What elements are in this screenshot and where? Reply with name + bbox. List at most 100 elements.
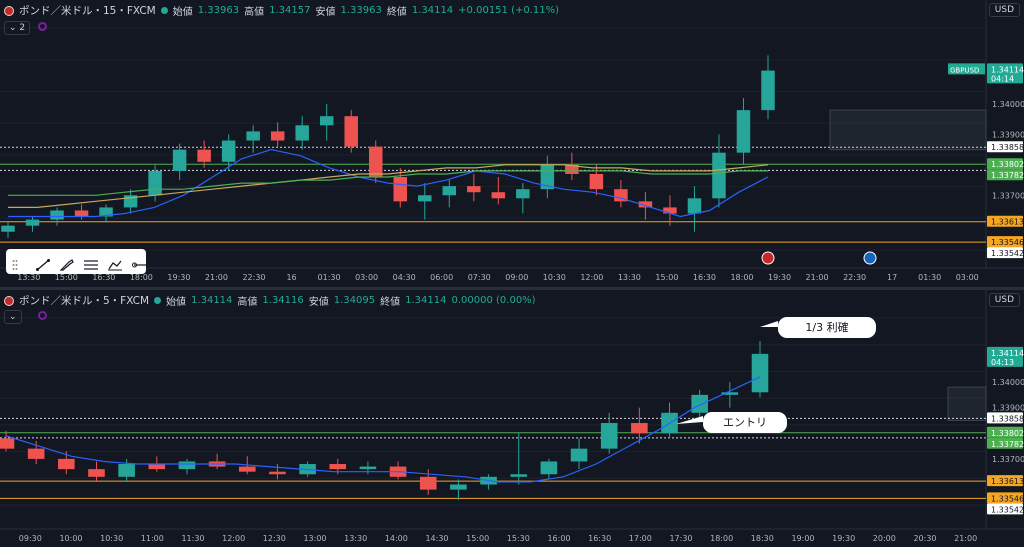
indicator-eye-icon[interactable]: [38, 22, 47, 31]
price-tag-value: 1.33546: [991, 238, 1024, 247]
price-tag: [987, 346, 1023, 367]
candle-body: [419, 476, 437, 490]
x-tick-label: 14:30: [425, 534, 448, 543]
x-tick-label: 06:00: [430, 273, 453, 282]
open-value: 1.33963: [197, 5, 240, 16]
candle-body: [50, 210, 64, 220]
trend-line-icon[interactable]: [36, 256, 50, 271]
callout-pointer: [676, 416, 703, 424]
candle-body: [721, 392, 739, 395]
gbp-flag-icon: [4, 5, 14, 16]
price-tag: [987, 215, 1023, 227]
price-tag-value: 1.33542: [991, 505, 1024, 514]
x-tick-label: 22:30: [843, 273, 866, 282]
price-tag-countdown: 04:13: [991, 358, 1014, 367]
x-tick-label: 07:30: [468, 273, 491, 282]
x-tick-label: 01:30: [318, 273, 341, 282]
take-profit-callout[interactable]: 1/3 利確: [778, 317, 876, 338]
candle-body: [74, 210, 89, 217]
close-label: 終値: [380, 297, 401, 308]
x-tick-label: 14:00: [385, 534, 408, 543]
candle-body: [238, 466, 256, 472]
symbol-label[interactable]: ポンド／米ドル・15・FXCM: [19, 5, 156, 17]
price-tag-value: 1.33858: [991, 414, 1024, 423]
candle-body: [178, 461, 196, 470]
event-flag-icon: [863, 251, 877, 265]
low-label: 安値: [315, 7, 336, 18]
low-value: 1.34095: [333, 295, 376, 306]
candle-body: [329, 464, 347, 470]
candle-body: [638, 201, 653, 208]
candle-body: [359, 466, 377, 470]
x-tick-label: 21:00: [205, 273, 228, 282]
low-label: 安値: [308, 297, 329, 308]
fib-icon[interactable]: [84, 256, 98, 270]
price-tag-value: 1.33542: [991, 249, 1024, 258]
candle-body: [58, 458, 75, 470]
candle-body: [148, 170, 162, 196]
price-tag-countdown: 04:14: [991, 74, 1014, 83]
candle-body: [270, 131, 285, 141]
x-tick-label: 16: [286, 273, 296, 282]
candle-body: [197, 149, 211, 162]
x-tick-label: 19:30: [832, 534, 855, 543]
candle-body: [516, 189, 530, 199]
currency-selector[interactable]: USD: [988, 293, 1020, 307]
collapse-indicators-button[interactable]: ⌄ 2: [4, 21, 31, 35]
panel-separator[interactable]: [0, 287, 1024, 290]
price-tag-value: 1.33613: [991, 477, 1024, 486]
candle-body: [221, 140, 236, 162]
indicator-count: 2: [19, 23, 26, 33]
chart-panel-15m[interactable]: 1.34000 1.33900 1.33700 1.34114 04:14 GBPUSD 1…: [0, 0, 1024, 287]
path-icon[interactable]: [108, 256, 122, 270]
market-status-icon: [154, 297, 162, 304]
chart-canvas-15m[interactable]: 1.340001.339001.337001.3411404:14GBPUSD1…: [0, 0, 1024, 287]
chart-canvas-5m[interactable]: 1.340001.339001.337001.3411404:131.33858…: [0, 290, 1024, 543]
candle-body: [418, 195, 432, 202]
candle-body: [319, 116, 334, 126]
candle-body: [491, 192, 506, 199]
currency-selector[interactable]: USD: [988, 3, 1020, 17]
x-tick-label: 10:30: [543, 273, 566, 282]
zone-box: [947, 386, 987, 421]
price-tag: [987, 158, 1023, 170]
entry-callout[interactable]: エントリ: [703, 412, 787, 433]
x-tick-label: 21:00: [806, 273, 829, 282]
chart-header-15m: ポンド／米ドル・15・FXCM 始値 1.33963 高値 1.34157 安値 1.…: [4, 3, 559, 18]
symbol-label[interactable]: ポンド／米ドル・5・FXCM: [19, 295, 150, 307]
candle-body: [295, 125, 309, 141]
candle-body: [467, 186, 481, 193]
price-tag-value: 1.33858: [991, 143, 1024, 152]
moving-average-line: [8, 164, 769, 208]
brush-icon[interactable]: [59, 256, 74, 271]
candle-body: [751, 353, 769, 393]
price-tag: [987, 503, 1023, 515]
price-tag-value: 1.34114: [991, 349, 1024, 358]
y-tick-label: 1.34000: [992, 378, 1024, 387]
collapse-indicators-button[interactable]: ⌄: [4, 310, 22, 324]
candle-body: [510, 474, 528, 477]
x-tick-label: 10:30: [100, 534, 123, 543]
chart-panel-5m[interactable]: 1.34000 1.33900 1.33700 1.34114 04:13 1.33858…: [0, 290, 1024, 543]
price-tag-value: 1.33782: [991, 440, 1024, 449]
open-label: 始値: [172, 7, 193, 18]
candle-body: [442, 186, 457, 196]
ray-icon[interactable]: [132, 256, 146, 268]
drag-handle-icon[interactable]: [12, 256, 26, 270]
x-tick-label: 16:00: [547, 534, 570, 543]
event-flag-icon: [761, 251, 775, 265]
candle-body: [600, 423, 618, 449]
high-label: 高値: [237, 297, 258, 308]
candle-body: [88, 469, 105, 477]
change-value: 0.00000 (0.00%): [451, 295, 536, 306]
x-tick-label: 16:30: [693, 273, 716, 282]
candle-body: [0, 438, 15, 449]
x-tick-label: 22:30: [242, 273, 265, 282]
price-tag-value: 1.33802: [991, 429, 1024, 438]
x-tick-label: 20:00: [873, 534, 896, 543]
candle-body: [712, 152, 726, 199]
indicator-eye-icon[interactable]: [38, 311, 47, 320]
x-tick-label: 12:30: [263, 534, 286, 543]
candle-body: [450, 484, 467, 490]
x-tick-label: 01:30: [918, 273, 941, 282]
